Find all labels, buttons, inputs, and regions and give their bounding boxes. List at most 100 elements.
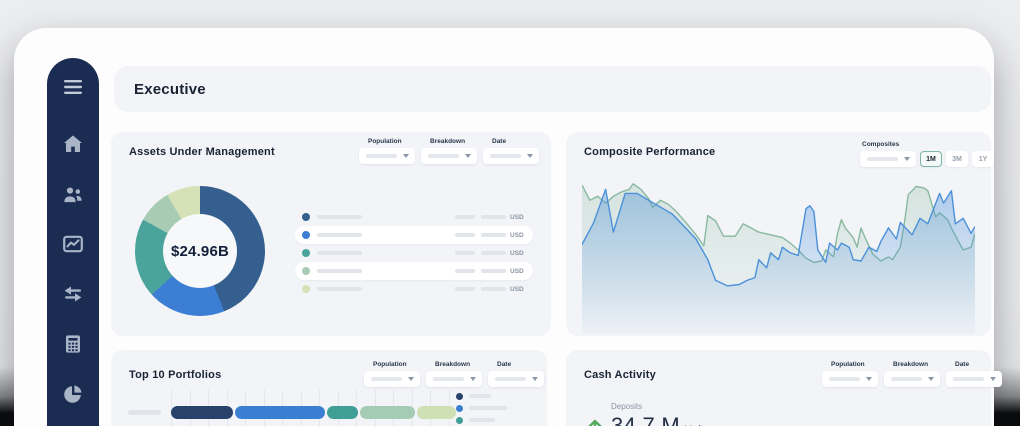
chevron-down-icon bbox=[866, 377, 872, 381]
aum-legend: USD USD USD USD USD bbox=[295, 208, 533, 298]
deposits-text: Deposits 34.7 M Unit bbox=[611, 402, 704, 426]
legend-currency-label: USD bbox=[510, 231, 524, 239]
filter-breakdown: Breakdown bbox=[426, 361, 482, 387]
filter-label: Breakdown bbox=[430, 138, 466, 145]
legend-name-skeleton bbox=[469, 394, 491, 398]
legend-value-skeleton bbox=[481, 269, 506, 273]
calculator-icon[interactable] bbox=[61, 332, 85, 356]
chevron-down-icon bbox=[408, 377, 414, 381]
portfolios-legend-row bbox=[456, 414, 513, 426]
select-placeholder-skeleton bbox=[371, 377, 402, 381]
deposits-value-row: 34.7 M Unit bbox=[611, 413, 704, 426]
legend-name-skeleton bbox=[317, 287, 362, 291]
composites-select[interactable] bbox=[860, 151, 916, 167]
legend-value-skeleton bbox=[455, 287, 475, 291]
filter-breakdown: Breakdown bbox=[884, 361, 940, 387]
legend-dot bbox=[302, 267, 310, 275]
card-top-10-portfolios: Top 10 Portfolios Population Breakdown Dat… bbox=[111, 350, 547, 426]
aum-legend-row[interactable]: USD bbox=[295, 226, 533, 244]
portfolio-bar-row bbox=[111, 406, 547, 419]
aum-card-title: Assets Under Management bbox=[129, 146, 275, 158]
cash-filter-row: Population Breakdown Date bbox=[822, 361, 1002, 387]
select-placeholder-skeleton bbox=[953, 377, 984, 381]
legend-dot bbox=[302, 249, 310, 257]
portfolios-legend-row bbox=[456, 402, 513, 414]
aum-legend-row[interactable]: USD bbox=[295, 280, 533, 298]
stacked-bar[interactable] bbox=[171, 406, 456, 419]
filter-select-date[interactable] bbox=[488, 371, 544, 387]
filter-select-population[interactable] bbox=[359, 148, 415, 164]
chevron-down-icon bbox=[532, 377, 538, 381]
select-placeholder-skeleton bbox=[428, 154, 459, 158]
select-placeholder-skeleton bbox=[829, 377, 860, 381]
filter-select-date[interactable] bbox=[946, 371, 1002, 387]
card-cash-activity: Cash Activity Population Breakdown Date De… bbox=[566, 350, 1002, 426]
users-icon[interactable] bbox=[61, 182, 85, 206]
filter-select-population[interactable] bbox=[822, 371, 878, 387]
bar-segment bbox=[235, 406, 325, 419]
deposits-unit: Unit bbox=[684, 424, 704, 426]
bar-segment bbox=[327, 406, 358, 419]
performance-chart-icon[interactable] bbox=[61, 232, 85, 256]
aum-filter-row: Population Breakdown Date bbox=[359, 138, 539, 164]
transfers-icon[interactable] bbox=[61, 282, 85, 306]
filter-population: Population bbox=[364, 361, 420, 387]
filter-select-breakdown[interactable] bbox=[426, 371, 482, 387]
chevron-down-icon bbox=[990, 377, 996, 381]
legend-dot bbox=[302, 285, 310, 293]
aum-legend-row[interactable]: USD bbox=[295, 208, 533, 226]
app-window: Executive Assets Under Management Popula… bbox=[14, 28, 1002, 426]
legend-currency-label: USD bbox=[510, 249, 524, 257]
filter-date: Date bbox=[488, 361, 544, 387]
page-title: Executive bbox=[134, 80, 206, 98]
filter-label: Date bbox=[492, 138, 507, 145]
cash-card-title: Cash Activity bbox=[584, 369, 656, 381]
chevron-down-icon bbox=[403, 154, 409, 158]
filter-select-population[interactable] bbox=[364, 371, 420, 387]
legend-name-skeleton bbox=[317, 215, 362, 219]
legend-value-skeleton bbox=[481, 251, 506, 255]
select-placeholder-skeleton bbox=[490, 154, 521, 158]
filter-label: Population bbox=[368, 138, 402, 145]
range-button-1m[interactable]: 1M bbox=[920, 151, 942, 167]
composite-controls: Composites 1M 3M 1Y bbox=[860, 141, 994, 167]
range-button-1y[interactable]: 1Y bbox=[972, 151, 994, 167]
legend-value-skeleton bbox=[481, 215, 506, 219]
aum-legend-row[interactable]: USD bbox=[295, 244, 533, 262]
legend-value-skeleton bbox=[455, 269, 475, 273]
select-placeholder-skeleton bbox=[366, 154, 397, 158]
deposits-label: Deposits bbox=[611, 402, 643, 411]
pie-chart-icon[interactable] bbox=[61, 382, 85, 406]
legend-value-skeleton bbox=[455, 251, 475, 255]
home-icon[interactable] bbox=[61, 132, 85, 156]
aum-total-value: $24.96B bbox=[170, 242, 230, 260]
filter-label: Population bbox=[831, 361, 865, 368]
filter-select-breakdown[interactable] bbox=[421, 148, 477, 164]
filter-select-breakdown[interactable] bbox=[884, 371, 940, 387]
legend-currency-label: USD bbox=[510, 213, 524, 221]
aum-donut-chart: $24.96B bbox=[135, 186, 265, 316]
aum-legend-row[interactable]: USD bbox=[295, 262, 533, 280]
composite-area-chart bbox=[582, 183, 975, 334]
legend-value-skeleton bbox=[455, 215, 475, 219]
legend-dot bbox=[456, 392, 463, 400]
portfolios-legend bbox=[456, 390, 513, 426]
filter-population: Population bbox=[359, 138, 415, 164]
range-button-3m[interactable]: 3M bbox=[946, 151, 968, 167]
legend-value-skeleton bbox=[481, 287, 506, 291]
aum-donut-hole: $24.96B bbox=[163, 214, 237, 288]
bar-segment bbox=[360, 406, 415, 419]
portfolios-filter-row: Population Breakdown Date bbox=[364, 361, 544, 387]
legend-dot bbox=[302, 231, 310, 239]
chevron-down-icon bbox=[928, 377, 934, 381]
legend-value-skeleton bbox=[455, 233, 475, 237]
legend-name-skeleton bbox=[317, 269, 362, 273]
deposits-value: 34.7 M bbox=[611, 413, 681, 426]
legend-dot bbox=[302, 213, 310, 221]
menu-icon[interactable] bbox=[61, 75, 85, 99]
filter-select-date[interactable] bbox=[483, 148, 539, 164]
filter-label: Breakdown bbox=[435, 361, 471, 368]
legend-currency-label: USD bbox=[510, 267, 524, 275]
filter-breakdown: Breakdown bbox=[421, 138, 477, 164]
portfolio-name-skeleton bbox=[128, 410, 161, 415]
